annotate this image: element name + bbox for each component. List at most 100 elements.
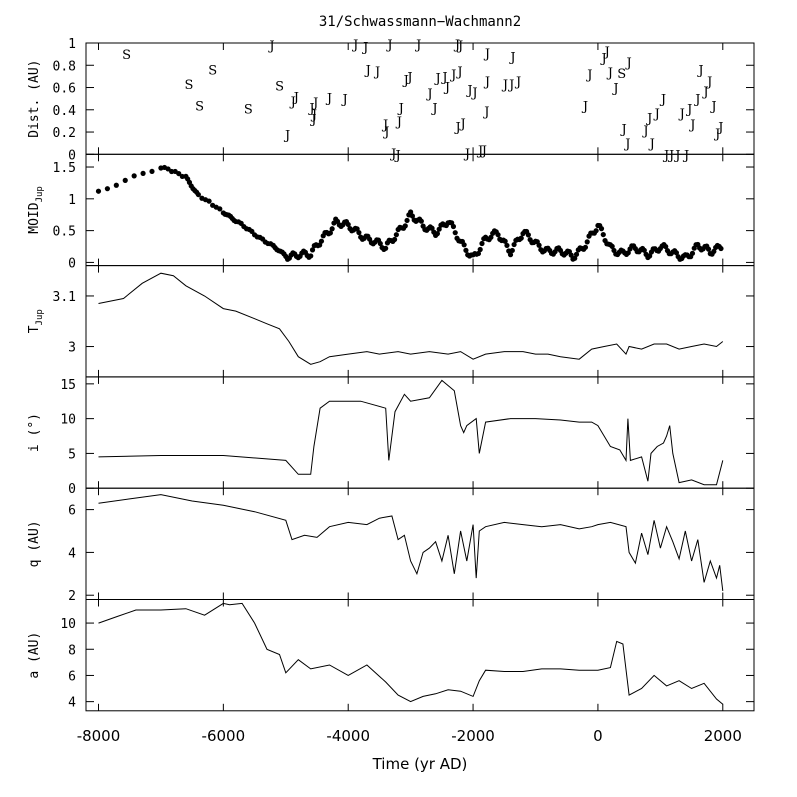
moid-point bbox=[409, 213, 416, 219]
moid-point bbox=[327, 230, 333, 236]
series-line-tjup bbox=[98, 272, 724, 365]
moid-point bbox=[711, 248, 717, 255]
encounter-marker: J bbox=[688, 118, 695, 133]
encounter-marker: J bbox=[667, 148, 674, 163]
encounter-marker: J bbox=[648, 137, 655, 152]
y-axis-label-subscript: Jup bbox=[35, 309, 45, 325]
y-axis-label-dist: Dist. (AU) bbox=[27, 60, 42, 138]
y-axis-label-q: q (AU) bbox=[27, 520, 42, 567]
moid-point bbox=[217, 206, 223, 212]
encounter-marker: J bbox=[673, 148, 680, 163]
encounter-marker: J bbox=[307, 102, 314, 117]
moid-point bbox=[377, 240, 383, 247]
encounter-marker: J bbox=[585, 68, 592, 83]
moid-point bbox=[402, 223, 408, 229]
x-tick-label: 0 bbox=[593, 727, 603, 745]
encounter-marker: J bbox=[653, 107, 660, 122]
panel-frame-q bbox=[85, 487, 755, 601]
panel-frame-a bbox=[85, 599, 755, 712]
encounter-marker: S bbox=[195, 99, 204, 114]
encounter-marker: S bbox=[208, 64, 217, 79]
moid-point bbox=[329, 226, 335, 232]
y-tick-label-incl: 10 bbox=[60, 413, 76, 428]
encounter-marker: J bbox=[659, 93, 666, 108]
moid-point bbox=[104, 186, 111, 192]
y-tick-label-dist: 0.8 bbox=[53, 59, 76, 74]
x-axis: -8000 -6000 -4000 -2000 0 2000 bbox=[77, 727, 742, 745]
encounter-marker: J bbox=[678, 107, 685, 122]
moid-point bbox=[434, 231, 440, 237]
x-tick-label: -4000 bbox=[326, 727, 370, 745]
encounter-marker: J bbox=[709, 99, 716, 114]
moid-point bbox=[488, 234, 494, 240]
encounter-marker: J bbox=[453, 120, 460, 135]
panel-incl: 0 5 10 15 i (°) bbox=[27, 376, 755, 497]
encounter-marker: J bbox=[482, 105, 489, 120]
x-tick-label: -2000 bbox=[451, 727, 495, 745]
encounter-marker: J bbox=[470, 86, 477, 101]
encounter-marker: J bbox=[685, 103, 692, 118]
y-tick-label-q: 6 bbox=[68, 504, 76, 519]
encounter-marker: J bbox=[405, 70, 412, 85]
moid-point bbox=[408, 209, 414, 215]
encounter-marker: J bbox=[705, 75, 712, 90]
moid-point bbox=[525, 232, 531, 238]
encounter-marker: J bbox=[620, 123, 627, 138]
encounter-marker: S bbox=[617, 67, 626, 82]
y-axis-label-incl: i (°) bbox=[27, 413, 42, 452]
chart-title: 31/Schwassmann−Wachmann2 bbox=[319, 14, 521, 30]
encounter-marker: J bbox=[425, 87, 432, 102]
series-line-a bbox=[98, 602, 724, 705]
moid-point bbox=[149, 168, 155, 175]
encounter-marker: J bbox=[458, 117, 465, 132]
series-line-incl bbox=[98, 379, 724, 486]
encounter-marker: J bbox=[364, 64, 371, 79]
encounter-marker: J bbox=[361, 40, 368, 55]
moid-point bbox=[318, 238, 325, 244]
encounter-marker: J bbox=[340, 93, 347, 108]
moid-point bbox=[495, 232, 501, 238]
encounter-marker: J bbox=[325, 92, 332, 107]
moid-point bbox=[477, 246, 483, 253]
moid-point bbox=[450, 223, 457, 230]
panel-frame-tjup bbox=[85, 265, 755, 378]
moid-point bbox=[356, 229, 362, 236]
moid-point bbox=[140, 170, 146, 176]
y-tick-label-a: 6 bbox=[68, 669, 76, 684]
encounter-marker: J bbox=[402, 74, 409, 89]
encounter-marker: J bbox=[483, 47, 490, 62]
panel-q: 2 4 6 q (AU) bbox=[27, 487, 755, 604]
moid-point bbox=[509, 247, 515, 254]
encounter-marker: J bbox=[283, 128, 290, 143]
moid-point bbox=[600, 231, 606, 238]
moid-point bbox=[536, 242, 542, 248]
moid-point bbox=[475, 250, 482, 257]
moid-point bbox=[479, 240, 485, 247]
y-tick-label-dist: 1 bbox=[68, 37, 76, 52]
encounter-marker: J bbox=[382, 125, 389, 140]
y-tick-label-moid: 1 bbox=[68, 193, 76, 208]
encounter-marker: J bbox=[449, 68, 456, 83]
moid-point bbox=[113, 182, 119, 188]
moid-point bbox=[418, 218, 424, 224]
encounter-marker: J bbox=[701, 85, 708, 100]
moid-point bbox=[309, 247, 316, 253]
encounter-marker: J bbox=[395, 115, 402, 130]
moid-point bbox=[504, 242, 510, 249]
encounter-marker: J bbox=[397, 102, 404, 117]
moid-point bbox=[345, 221, 351, 228]
moid-point bbox=[308, 253, 314, 259]
moid-point bbox=[641, 247, 647, 253]
encounter-marker: S bbox=[275, 79, 284, 94]
encounter-marker: J bbox=[645, 112, 652, 127]
moid-point bbox=[511, 241, 517, 248]
panel-frame-incl bbox=[85, 376, 755, 489]
moid-point bbox=[598, 226, 605, 232]
encounter-marker: J bbox=[385, 38, 392, 53]
y-tick-label-moid: 1.5 bbox=[53, 161, 76, 176]
moid-point bbox=[393, 232, 399, 238]
encounter-marker: J bbox=[716, 120, 723, 135]
encounter-marker: J bbox=[625, 56, 632, 71]
